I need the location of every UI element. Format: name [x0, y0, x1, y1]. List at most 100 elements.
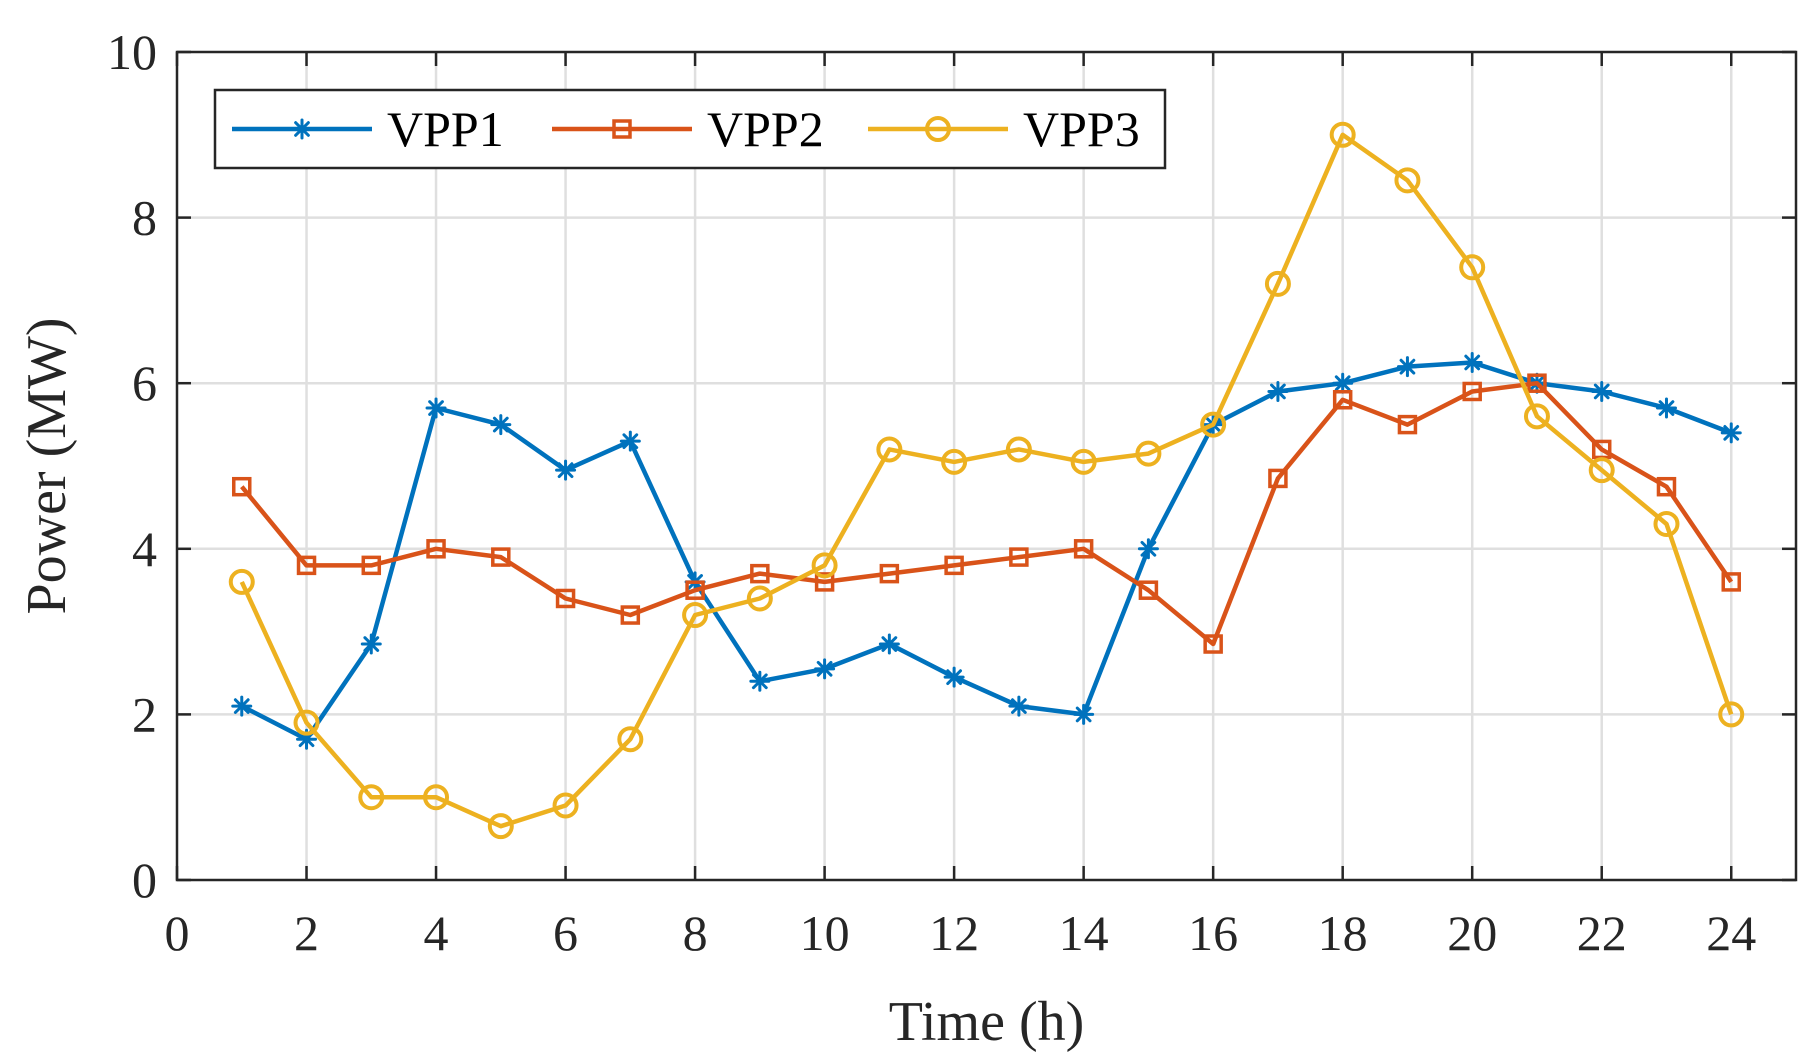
data-point-vpp3 [1588, 457, 1615, 484]
data-point-vpp3 [1005, 436, 1032, 463]
data-point-vpp3 [228, 568, 255, 595]
data-point-vpp3 [1070, 448, 1097, 475]
legend-item-vpp3: VPP3 [868, 101, 1140, 157]
series-line-vpp2 [240, 380, 1734, 647]
data-point-vpp3 [1329, 121, 1356, 148]
data-point-vpp3 [1394, 167, 1421, 194]
x-tick-label: 14 [1059, 905, 1109, 961]
legend-label: VPP2 [707, 101, 824, 157]
data-point-vpp3 [1459, 254, 1486, 281]
y-axis-label: Power (MW) [16, 317, 78, 614]
data-point-vpp1 [943, 666, 965, 688]
x-tick-label: 8 [683, 905, 708, 961]
data-point-vpp2 [879, 563, 900, 584]
data-point-vpp3 [552, 792, 579, 819]
data-point-vpp2 [1721, 572, 1741, 592]
legend: VPP1 VPP2 VPP3 [213, 88, 1167, 170]
data-point-vpp3 [487, 813, 514, 840]
x-tick-label: 0 [165, 905, 190, 961]
data-point-vpp2 [1138, 580, 1159, 600]
data-point-vpp3 [1264, 270, 1291, 297]
data-point-vpp1 [878, 633, 900, 655]
x-tick-label: 18 [1318, 905, 1368, 961]
x-tick-label: 4 [424, 905, 449, 961]
data-point-vpp1 [1008, 695, 1030, 717]
data-point-vpp1 [814, 658, 836, 680]
y-tick-label: 6 [132, 355, 157, 411]
x-tick-label: 22 [1577, 905, 1627, 961]
data-point-vpp1 [1655, 397, 1677, 419]
x-tick-label: 20 [1447, 905, 1497, 961]
data-point-vpp1 [555, 459, 577, 481]
data-point-vpp2 [620, 605, 641, 625]
data-point-vpp2 [944, 555, 964, 576]
data-point-vpp1 [1332, 372, 1354, 394]
data-point-vpp2 [1203, 634, 1223, 654]
data-point-vpp2 [750, 563, 770, 584]
x-axis-label: Time (h) [889, 991, 1085, 1053]
data-point-vpp1 [1720, 422, 1742, 444]
legend-label: VPP3 [1023, 101, 1140, 157]
data-point-vpp1 [360, 633, 382, 655]
data-point-vpp1 [1461, 352, 1483, 373]
series-line-vpp1 [240, 360, 1733, 742]
data-point-vpp2 [1073, 539, 1094, 559]
data-point-vpp1 [1137, 538, 1159, 560]
data-point-vpp2 [1397, 414, 1418, 435]
data-point-vpp2 [1656, 476, 1677, 497]
data-point-vpp2 [814, 572, 835, 592]
series-vpp3 [228, 121, 1745, 840]
series-vpp1 [231, 352, 1742, 750]
data-point-vpp3 [682, 602, 709, 629]
data-point-vpp1 [1073, 703, 1095, 725]
data-point-vpp2 [1268, 468, 1288, 489]
data-point-vpp3 [358, 784, 385, 811]
y-tick-label: 0 [132, 852, 157, 908]
data-point-vpp1 [1267, 380, 1289, 402]
data-point-vpp2 [685, 580, 705, 600]
data-point-vpp3 [1523, 403, 1550, 430]
data-point-vpp1 [1591, 380, 1613, 402]
data-point-vpp3 [941, 448, 968, 475]
data-point-vpp3 [617, 726, 644, 753]
data-point-vpp3 [746, 585, 773, 612]
x-tick-label: 16 [1188, 905, 1238, 961]
data-point-vpp2 [1462, 381, 1482, 402]
data-point-vpp2 [1332, 390, 1353, 410]
data-point-vpp2 [361, 555, 382, 576]
y-axis-ticks: 0 2 4 6 8 10 [107, 24, 1796, 908]
data-point-vpp1 [425, 397, 447, 419]
data-point-vpp1 [1396, 356, 1418, 378]
data-point-vpp2 [232, 476, 252, 497]
data-point-vpp2 [555, 588, 576, 609]
data-point-vpp1 [619, 430, 641, 452]
data-point-vpp3 [1200, 411, 1227, 438]
y-tick-label: 4 [132, 521, 157, 577]
data-point-vpp2 [1527, 373, 1547, 393]
legend-item-vpp1: VPP1 [232, 101, 504, 157]
legend-marker [291, 118, 313, 140]
data-point-vpp3 [293, 709, 320, 736]
y-tick-label: 8 [132, 190, 157, 246]
data-point-vpp2 [426, 539, 446, 559]
legend-marker [612, 119, 632, 139]
series-lines [228, 121, 1745, 840]
x-tick-label: 12 [929, 905, 979, 961]
data-point-vpp1 [231, 695, 253, 717]
data-point-vpp3 [1135, 440, 1162, 467]
series-vpp2 [232, 373, 1741, 654]
x-tick-label: 2 [294, 905, 319, 961]
data-point-vpp1 [490, 414, 512, 436]
legend-item-vpp2: VPP2 [552, 101, 824, 157]
data-point-vpp2 [491, 547, 511, 567]
data-point-vpp3 [423, 784, 450, 811]
legend-label: VPP1 [387, 101, 504, 157]
x-axis-ticks: 0 2 4 6 8 10 12 14 16 18 20 22 24 [165, 52, 1756, 961]
legend-marker [925, 116, 951, 142]
series-line-vpp3 [239, 132, 1734, 829]
x-tick-label: 10 [800, 905, 850, 961]
x-tick-label: 6 [553, 905, 578, 961]
data-point-vpp3 [876, 436, 903, 463]
plot-frame [175, 50, 1798, 882]
